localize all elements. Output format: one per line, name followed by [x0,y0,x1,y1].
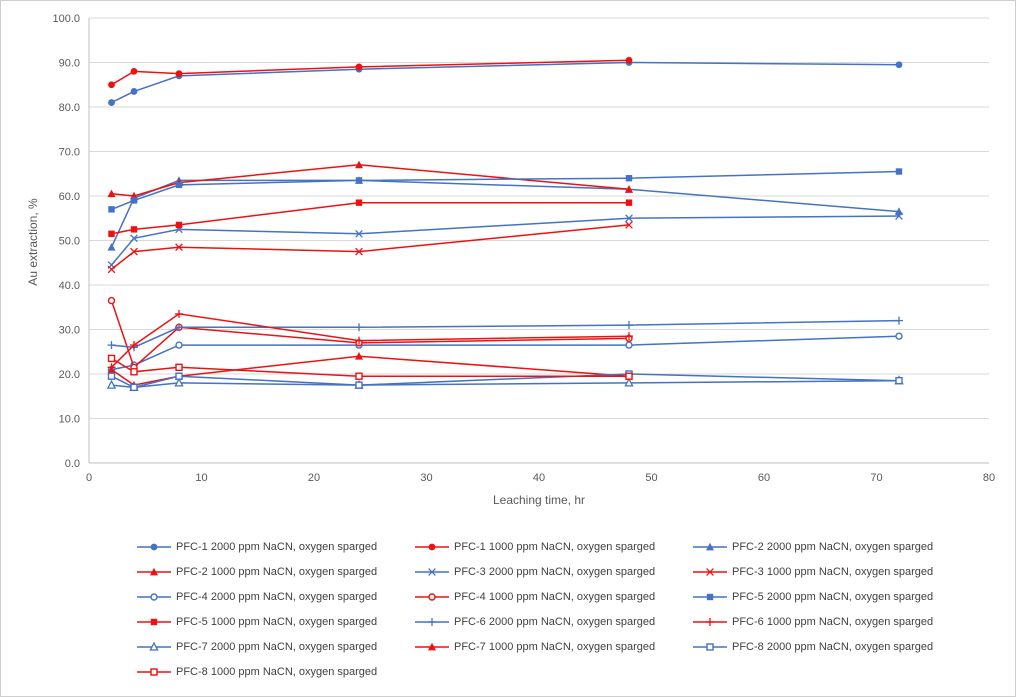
series [108,199,633,238]
legend-marker-icon [137,668,171,676]
legend-label: PFC-1 2000 ppm NaCN, oxygen sparged [176,541,378,553]
y-tick-label: 70.0 [59,147,80,159]
legend-label: PFC-8 1000 ppm NaCN, oxygen sparged [176,666,378,678]
y-tick-label: 10.0 [59,414,80,426]
legend-marker-icon [137,567,171,576]
legend-item: PFC-4 2000 ppm NaCN, oxygen sparged [137,591,415,603]
series [107,221,633,274]
series [107,354,633,380]
legend-item: PFC-3 2000 ppm NaCN, oxygen sparged [415,566,693,578]
legend-marker-icon [415,618,449,626]
legend-item: PFC-7 2000 ppm NaCN, oxygen sparged [137,641,415,653]
legend-item: PFC-2 2000 ppm NaCN, oxygen sparged [693,541,971,553]
series [108,168,903,213]
y-tick-label: 80.0 [59,102,80,114]
legend-marker-icon [693,643,727,651]
legend-item: PFC-8 1000 ppm NaCN, oxygen sparged [137,666,415,678]
legend-item: PFC-1 2000 ppm NaCN, oxygen sparged [137,541,415,553]
x-axis-title: Leaching time, hr [492,493,586,507]
legend-label: PFC-2 1000 ppm NaCN, oxygen sparged [176,566,378,578]
legend-item: PFC-5 1000 ppm NaCN, oxygen sparged [137,616,415,628]
series [108,56,633,89]
legend-label: PFC-7 1000 ppm NaCN, oxygen sparged [454,641,656,653]
x-tick-label: 50 [645,472,657,484]
legend-marker-icon [137,641,171,651]
series [107,316,903,352]
y-tick-label: 20.0 [59,369,80,381]
legend-label: PFC-6 1000 ppm NaCN, oxygen sparged [732,616,934,628]
legend-marker-icon [693,542,727,551]
legend-label: PFC-7 2000 ppm NaCN, oxygen sparged [176,641,378,653]
x-tick-label: 30 [420,472,432,484]
y-tick-label: 0.0 [65,458,80,470]
legend-label: PFC-5 2000 ppm NaCN, oxygen sparged [732,591,934,603]
x-tick-label: 60 [758,472,770,484]
legend-marker-icon [415,568,449,576]
legend-item: PFC-1 1000 ppm NaCN, oxygen sparged [415,541,693,553]
legend-item: PFC-4 1000 ppm NaCN, oxygen sparged [415,591,693,603]
line-chart-plot: 0.0 10.0 20.0 30.0 40.0 50.0 60.0 70.0 80.0 90.0 1… [52,13,995,484]
x-tick-label: 70 [870,472,882,484]
y-tick-label: 30.0 [59,325,80,337]
legend-label: PFC-2 2000 ppm NaCN, oxygen sparged [732,541,934,553]
y-tick-label: 50.0 [59,236,80,248]
series [108,59,903,106]
chart-legend: PFC-1 2000 ppm NaCN, oxygen sparged PFC-1… [137,541,971,678]
legend-item: PFC-2 1000 ppm NaCN, oxygen sparged [137,566,415,578]
x-tick-label: 40 [533,472,545,484]
series [107,176,903,251]
legend-marker-icon [693,618,727,626]
y-tick-label: 60.0 [59,191,80,203]
legend-marker-icon [137,618,171,626]
legend-item: PFC-5 2000 ppm NaCN, oxygen sparged [693,591,971,603]
legend-marker-icon [137,593,171,601]
legend-label: PFC-6 2000 ppm NaCN, oxygen sparged [454,616,656,628]
legend-item: PFC-6 2000 ppm NaCN, oxygen sparged [415,616,693,628]
legend-marker-icon [415,593,449,601]
legend-label: PFC-8 2000 ppm NaCN, oxygen sparged [732,641,934,653]
legend-label: PFC-3 2000 ppm NaCN, oxygen sparged [454,566,656,578]
legend-marker-icon [693,568,727,576]
legend-label: PFC-1 1000 ppm NaCN, oxygen sparged [454,541,656,553]
legend-label: PFC-3 1000 ppm NaCN, oxygen sparged [732,566,934,578]
legend-label: PFC-4 2000 ppm NaCN, oxygen sparged [176,591,378,603]
legend-marker-icon [137,543,171,551]
series [107,296,633,372]
legend-item: PFC-3 1000 ppm NaCN, oxygen sparged [693,566,971,578]
y-tick-label: 100.0 [52,13,80,25]
legend-marker-icon [415,543,449,551]
x-tick-label: 10 [195,472,207,484]
x-tick-label: 0 [86,472,92,484]
legend-marker-icon [415,642,449,651]
x-tick-label: 20 [308,472,320,484]
x-tick-label: 80 [983,472,995,484]
legend-item: PFC-6 1000 ppm NaCN, oxygen sparged [693,616,971,628]
y-tick-label: 90.0 [59,58,80,70]
legend-item: PFC-8 2000 ppm NaCN, oxygen sparged [693,641,971,653]
legend-marker-icon [693,593,727,601]
legend-item: PFC-7 1000 ppm NaCN, oxygen sparged [415,641,693,653]
legend-label: PFC-5 1000 ppm NaCN, oxygen sparged [176,616,378,628]
y-tick-label: 40.0 [59,280,80,292]
series [107,309,633,372]
legend-label: PFC-4 1000 ppm NaCN, oxygen sparged [454,591,656,603]
